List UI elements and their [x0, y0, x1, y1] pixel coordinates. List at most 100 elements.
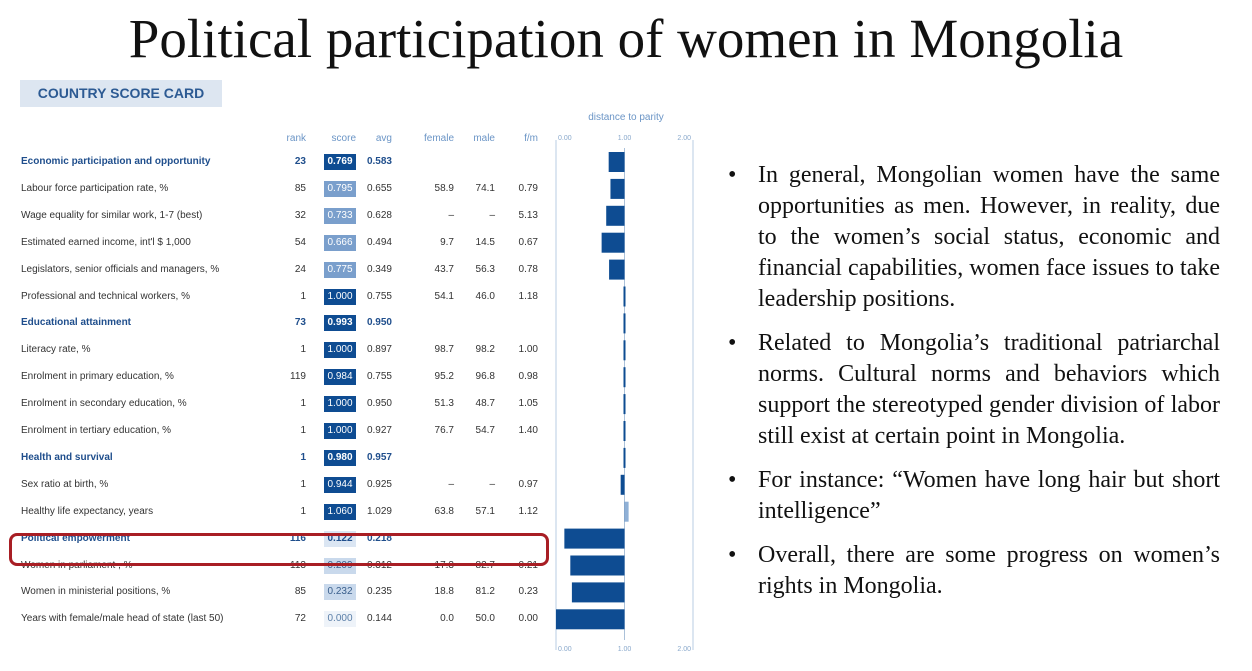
avg-cell: 0.950: [366, 398, 392, 410]
avg-cell: 0.628: [366, 209, 392, 221]
parity-bar: [623, 367, 626, 388]
parity-bar: [610, 178, 625, 199]
chart-tick-bottom: 0.00: [558, 646, 572, 653]
rank-cell: 23: [294, 156, 306, 167]
female-cell: 95.2: [434, 371, 454, 383]
bullet-item: • In general, Mongolian women have the sa…: [728, 160, 1220, 315]
avg-cell: 0.925: [366, 478, 392, 490]
female-cell: 54.1: [434, 290, 454, 302]
male-cell: 57.1: [475, 505, 495, 517]
header-fm: f/m: [524, 133, 538, 144]
chart-tick-bottom: 1.00: [618, 646, 632, 653]
indicator-label: Women in ministerial positions, %: [21, 586, 171, 598]
bullet-item: • Overall, there are some progress on wom…: [728, 540, 1220, 602]
indicator-label: Wage equality for similar work, 1-7 (bes…: [21, 209, 203, 221]
male-cell: 98.2: [475, 344, 495, 356]
parity-bar: [571, 582, 625, 603]
female-cell: 0.0: [440, 613, 454, 625]
bullet-item: • For instance: “Women have long hair but…: [728, 465, 1220, 527]
rank-cell: 1: [300, 505, 306, 517]
header-avg: avg: [375, 133, 392, 144]
score-cell: 0.984: [324, 369, 356, 386]
parity-bar: [601, 232, 625, 253]
bullet-dot-icon: •: [728, 467, 737, 493]
parity-bar: [556, 609, 625, 630]
avg-cell: 0.349: [366, 263, 392, 275]
parity-bar: [620, 474, 625, 495]
female-cell: 43.7: [434, 263, 454, 275]
header-score: score: [331, 133, 356, 144]
avg-cell: 0.583: [366, 156, 392, 167]
avg-cell: 0.144: [366, 613, 392, 625]
rank-cell: 1: [300, 451, 306, 463]
score-cell: 0.795: [324, 180, 356, 197]
header-rank: rank: [286, 133, 306, 144]
score-cell: 0.232: [324, 584, 356, 601]
score-cell: 1.000: [324, 396, 356, 413]
fm-cell: 0.78: [518, 263, 538, 275]
female-cell: 18.8: [434, 586, 454, 598]
male-cell: 50.0: [475, 613, 495, 625]
score-cell: 0.993: [324, 315, 356, 332]
score-card-badge: COUNTRY SCORE CARD: [20, 80, 222, 107]
indicator-label: Estimated earned income, int'l $ 1,000: [21, 236, 191, 248]
parity-bar: [623, 394, 626, 415]
section-label: Political empowerment: [21, 532, 130, 544]
male-cell: 46.0: [475, 290, 495, 302]
section-label: Health and survival: [21, 451, 113, 463]
fm-cell: 1.12: [518, 505, 538, 517]
fm-cell: 0.23: [518, 586, 538, 598]
rank-cell: 32: [294, 209, 306, 221]
header-male: male: [473, 133, 495, 144]
score-cell: 0.980: [324, 449, 356, 466]
rank-cell: 119: [290, 371, 306, 383]
female-cell: 63.8: [434, 505, 454, 517]
rank-cell: 85: [294, 586, 306, 598]
chart-tick-top: 0.00: [558, 135, 572, 142]
bullet-list: • In general, Mongolian women have the sa…: [728, 160, 1220, 615]
avg-cell: 0.927: [366, 425, 392, 436]
female-cell: 51.3: [434, 398, 454, 410]
indicator-label: Professional and technical workers, %: [21, 290, 190, 302]
avg-cell: 0.494: [366, 236, 392, 248]
parity-bar: [623, 421, 626, 441]
female-cell: 9.7: [440, 236, 454, 248]
avg-cell: 0.755: [366, 371, 392, 383]
score-cell: 0.733: [324, 207, 356, 224]
distance-to-parity-label: distance to parity: [588, 112, 664, 123]
chart-tick-top: 2.00: [677, 135, 691, 142]
bullet-text: For instance: “Women have long hair but …: [758, 467, 1220, 524]
rank-cell: 24: [294, 263, 306, 275]
indicator-label: Labour force participation rate, %: [21, 182, 169, 194]
bullet-dot-icon: •: [728, 542, 737, 568]
chart-tick-top: 1.00: [618, 135, 632, 142]
avg-cell: 0.235: [366, 586, 392, 598]
rank-cell: 1: [300, 344, 306, 356]
parity-bar: [606, 205, 625, 226]
avg-cell: 0.755: [366, 290, 392, 302]
parity-bar: [623, 286, 626, 307]
avg-cell: 0.897: [366, 344, 392, 356]
rank-cell: 116: [289, 532, 306, 544]
fm-cell: 0.79: [518, 182, 538, 194]
indicator-label: Sex ratio at birth, %: [21, 478, 109, 490]
score-cell: 1.000: [324, 342, 356, 359]
avg-cell: 0.218: [366, 532, 392, 544]
section-label: Educational attainment: [21, 317, 132, 329]
rank-cell: 1: [300, 290, 306, 302]
parity-bar: [564, 528, 625, 549]
fm-cell: 1.05: [518, 398, 538, 410]
rank-cell: 1: [300, 425, 306, 436]
parity-bar: [570, 555, 625, 576]
indicator-label: Healthy life expectancy, years: [21, 505, 154, 517]
bullet-item: • Related to Mongolia’s traditional patri…: [728, 328, 1220, 452]
parity-bar: [623, 313, 626, 334]
score-cell: 1.000: [324, 423, 356, 439]
indicator-label: Enrolment in primary education, %: [21, 371, 174, 383]
female-cell: –: [448, 209, 454, 221]
male-cell: 14.5: [475, 236, 495, 248]
score-cell: 0.666: [324, 234, 356, 251]
male-cell: 48.7: [475, 398, 495, 410]
header-female: female: [423, 133, 454, 144]
